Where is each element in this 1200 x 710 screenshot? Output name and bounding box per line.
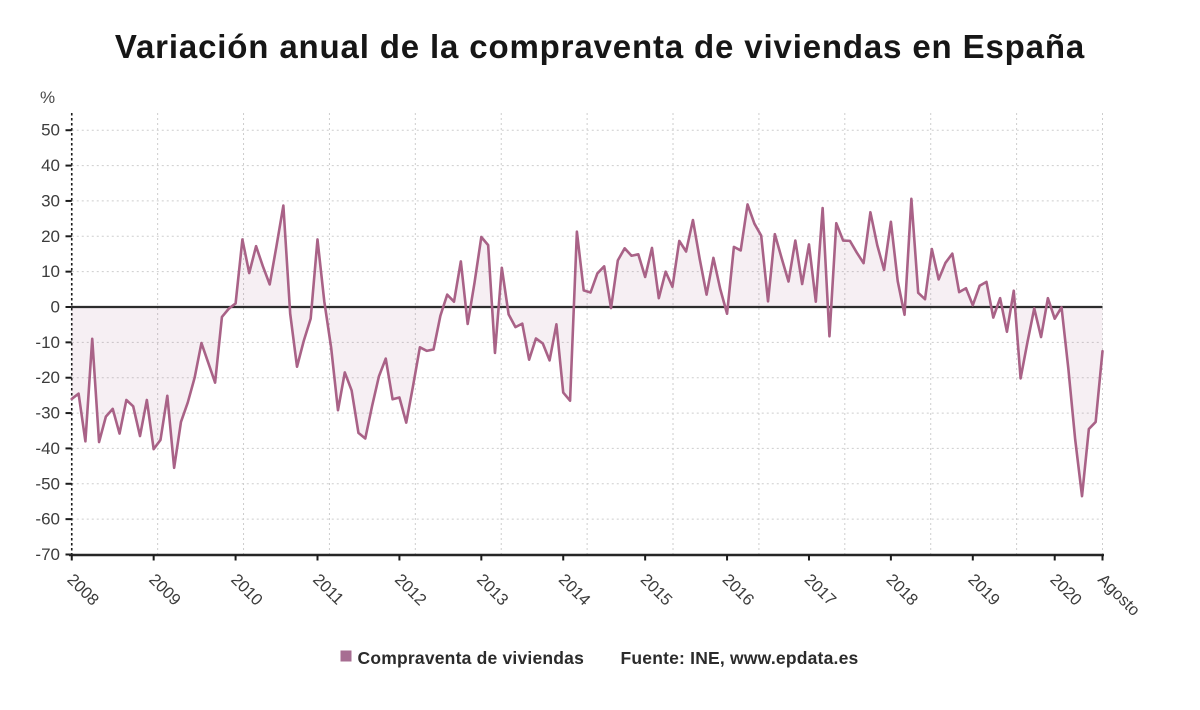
svg-text:0: 0 [51,298,60,317]
svg-text:Compraventa de viviendas: Compraventa de viviendas [358,648,585,668]
svg-text:40: 40 [41,156,60,175]
svg-text:-30: -30 [35,404,60,423]
svg-text:30: 30 [41,191,60,210]
svg-text:Fuente: INE, www.epdata.es: Fuente: INE, www.epdata.es [621,648,859,668]
svg-text:-60: -60 [35,510,60,529]
svg-text:50: 50 [41,121,60,140]
svg-text:-40: -40 [35,439,60,458]
svg-text:%: % [40,88,55,107]
svg-text:10: 10 [41,262,60,281]
svg-text:Variación anual de la comprave: Variación anual de la compraventa de viv… [115,28,1085,65]
svg-text:-70: -70 [35,545,60,564]
svg-text:-50: -50 [35,474,60,493]
svg-text:-10: -10 [35,333,60,352]
svg-text:-20: -20 [35,368,60,387]
svg-text:20: 20 [41,227,60,246]
